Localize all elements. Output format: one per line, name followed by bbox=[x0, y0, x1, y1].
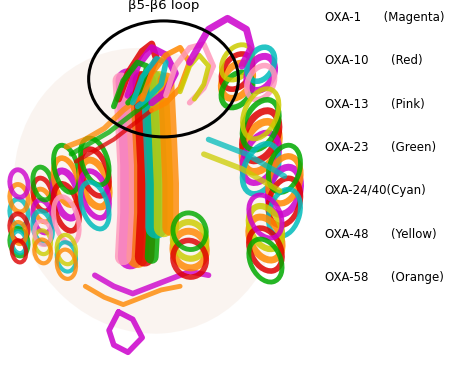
Text: OXA-1      (Magenta): OXA-1 (Magenta) bbox=[325, 11, 444, 24]
Ellipse shape bbox=[14, 48, 280, 334]
Text: OXA-24/40(Cyan): OXA-24/40(Cyan) bbox=[325, 184, 427, 197]
Text: OXA-13      (Pink): OXA-13 (Pink) bbox=[325, 98, 424, 110]
Text: β5-β6 loop: β5-β6 loop bbox=[128, 0, 199, 12]
Text: OXA-10      (Red): OXA-10 (Red) bbox=[325, 54, 422, 67]
Text: OXA-23      (Green): OXA-23 (Green) bbox=[325, 141, 436, 154]
Text: OXA-48      (Yellow): OXA-48 (Yellow) bbox=[325, 228, 436, 240]
Text: OXA-58      (Orange): OXA-58 (Orange) bbox=[325, 271, 444, 284]
